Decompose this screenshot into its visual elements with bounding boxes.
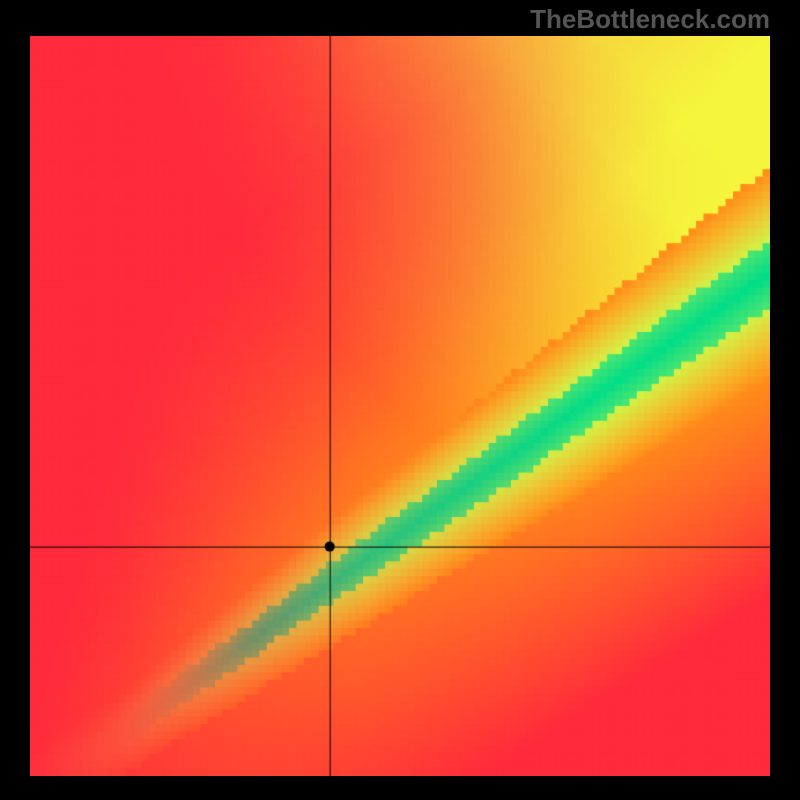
bottleneck-heatmap [30, 36, 770, 776]
watermark-text: TheBottleneck.com [530, 4, 770, 35]
chart-container: TheBottleneck.com [0, 0, 800, 800]
